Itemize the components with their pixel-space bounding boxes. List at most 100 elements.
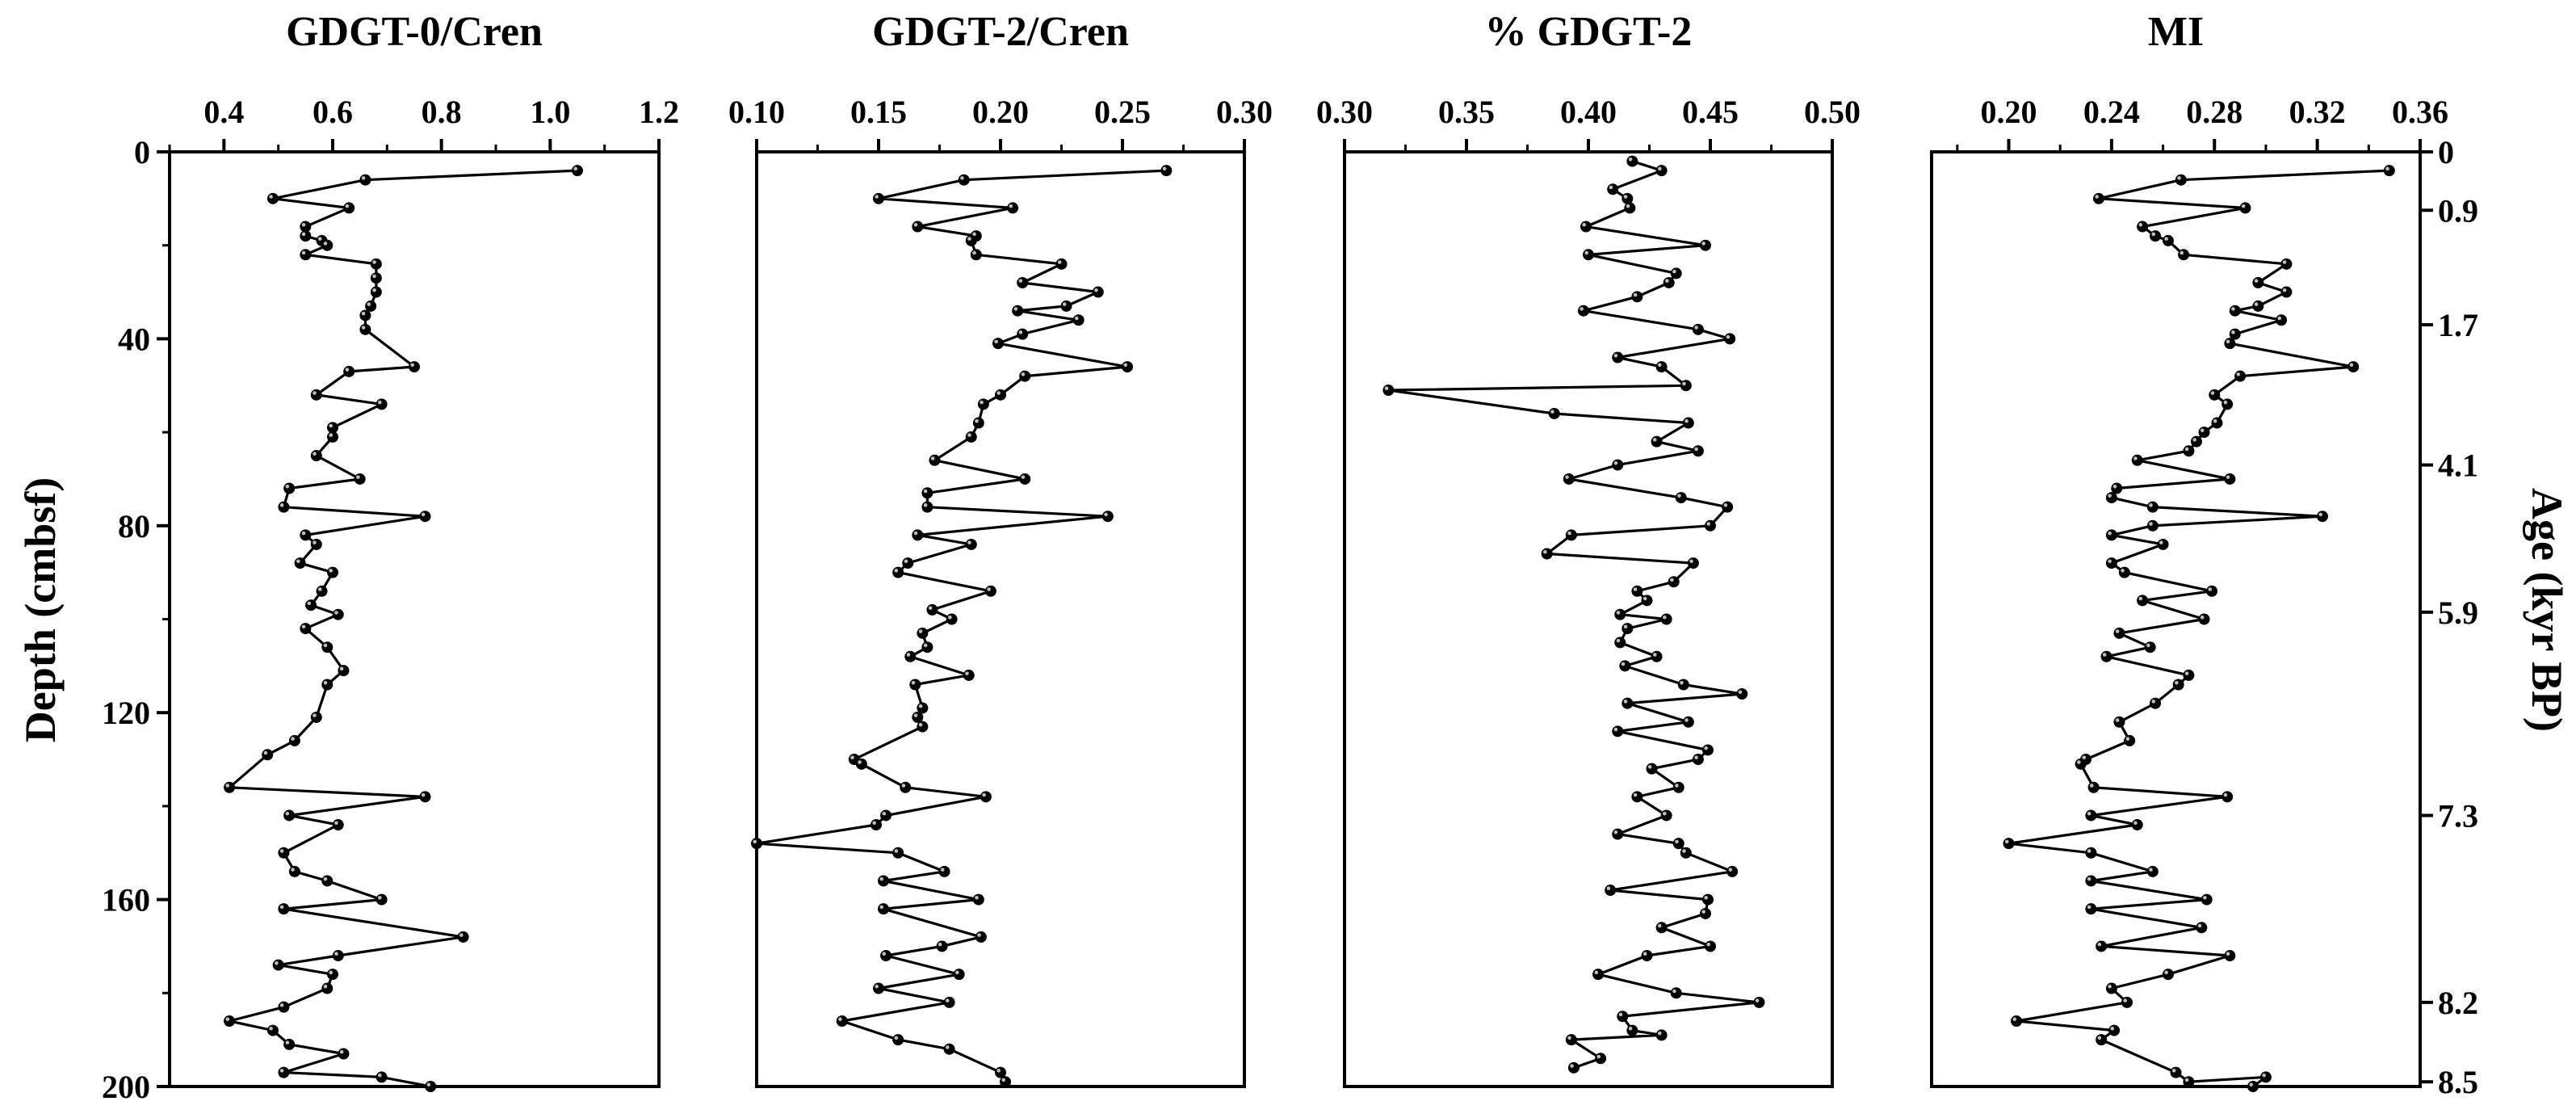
- panel-4: MI 0.20 0.24 0.28 0.32 0.36 0 0.9 1.7 4.1 5.9 7.3 8.…: [1930, 9, 2478, 1100]
- data-point: [2170, 1066, 2182, 1078]
- data-point-highlight: [2097, 1036, 2102, 1040]
- data-point: [1682, 417, 1694, 429]
- data-point-highlight: [1062, 302, 1067, 306]
- data-point: [1631, 791, 1643, 803]
- data-point: [1692, 323, 1704, 335]
- data-point: [283, 1038, 296, 1050]
- right-tick-label: 8.2: [2438, 985, 2478, 1021]
- data-point: [2201, 893, 2213, 906]
- data-point-highlight: [2192, 438, 2196, 442]
- data-point-highlight: [1706, 942, 1710, 947]
- data-point-highlight: [2282, 288, 2287, 292]
- data-point: [2113, 627, 2125, 639]
- data-point-highlight: [334, 952, 338, 956]
- data-point: [310, 389, 322, 401]
- data-point-highlight: [977, 933, 981, 937]
- data-point-highlight: [882, 811, 887, 816]
- data-point: [1646, 763, 1658, 775]
- data-point: [1092, 286, 1104, 298]
- data-point: [1724, 333, 1736, 345]
- data-point-highlight: [225, 1017, 230, 1022]
- data-point: [972, 417, 984, 429]
- data-point: [2211, 417, 2223, 429]
- series-line: [755, 169, 1167, 1082]
- data-point-highlight: [361, 311, 366, 316]
- data-point-highlight: [356, 475, 360, 479]
- data-point-highlight: [2087, 905, 2091, 910]
- data-point-highlight: [2077, 760, 2081, 764]
- data-point: [266, 1024, 279, 1036]
- data-point-highlight: [1694, 447, 1698, 452]
- y-tick-label: 160: [102, 882, 150, 918]
- data-point-highlight: [2171, 1069, 2176, 1073]
- data-point-highlight: [1677, 494, 1681, 498]
- panel-title: MI: [2148, 9, 2204, 55]
- panel-title: GDGT-2/Cren: [872, 9, 1129, 55]
- data-point-highlight: [426, 1082, 431, 1086]
- data-point: [1680, 380, 1692, 392]
- data-point: [1670, 267, 1682, 280]
- data-point: [2146, 501, 2159, 513]
- data-point: [977, 398, 989, 410]
- data-point: [1541, 548, 1553, 560]
- data-point-highlight: [301, 232, 306, 237]
- data-point-highlight: [1616, 611, 1621, 615]
- data-point: [1660, 809, 1672, 822]
- data-point-highlight: [1684, 418, 1689, 423]
- data-point-highlight: [1550, 410, 1554, 414]
- data-point-highlight: [2213, 418, 2217, 423]
- data-point: [751, 838, 762, 850]
- data-point: [965, 234, 977, 246]
- data-point-highlight: [269, 195, 273, 199]
- data-point: [283, 482, 296, 494]
- data-point: [2096, 940, 2108, 952]
- data-point-highlight: [2175, 680, 2179, 685]
- data-point: [2118, 566, 2130, 578]
- data-point: [1072, 314, 1085, 326]
- data-point-highlight: [967, 433, 971, 437]
- data-point-highlight: [2133, 821, 2138, 826]
- data-point: [1012, 305, 1024, 317]
- panel-title: % GDGT-2: [1485, 9, 1693, 55]
- data-point: [332, 819, 344, 831]
- data-point-highlight: [301, 624, 306, 629]
- data-point: [283, 809, 296, 822]
- data-point-highlight: [940, 868, 945, 872]
- data-point-highlight: [339, 666, 344, 671]
- data-point-highlight: [2208, 587, 2213, 591]
- y-axis-label: Depth (cmbsf): [16, 477, 65, 742]
- y-tick-label: 120: [102, 695, 150, 731]
- data-point-highlight: [918, 704, 923, 708]
- data-point-highlight: [301, 250, 306, 255]
- data-point-highlight: [967, 237, 971, 241]
- data-point: [375, 1071, 388, 1083]
- data-point: [2131, 819, 2143, 831]
- data-point-highlight: [894, 849, 899, 853]
- data-point-highlight: [1018, 279, 1023, 283]
- data-point-highlight: [2151, 232, 2156, 237]
- data-point: [892, 847, 904, 859]
- data-point: [425, 1081, 437, 1092]
- data-point: [1060, 300, 1072, 312]
- data-point: [1641, 950, 1653, 962]
- data-point: [1624, 202, 1636, 214]
- data-point: [958, 174, 970, 186]
- data-point-highlight: [875, 984, 879, 989]
- data-point: [2150, 230, 2162, 242]
- data-point-highlight: [2223, 792, 2228, 797]
- x-tick-label: 0.32: [2289, 94, 2346, 130]
- data-point: [2183, 445, 2195, 457]
- right-tick-label: 0.9: [2438, 192, 2478, 229]
- plot-frame: [755, 150, 1246, 1088]
- data-point-highlight: [975, 896, 979, 900]
- data-point-highlight: [918, 629, 923, 633]
- data-point: [1614, 608, 1626, 620]
- data-point-highlight: [1682, 849, 1686, 853]
- data-point-highlight: [2177, 176, 2181, 180]
- data-point-highlight: [285, 1040, 290, 1044]
- data-point-highlight: [573, 166, 577, 171]
- data-point-highlight: [901, 784, 906, 788]
- data-point: [2124, 734, 2136, 746]
- data-point: [338, 1048, 350, 1060]
- data-point-highlight: [1628, 1026, 1633, 1031]
